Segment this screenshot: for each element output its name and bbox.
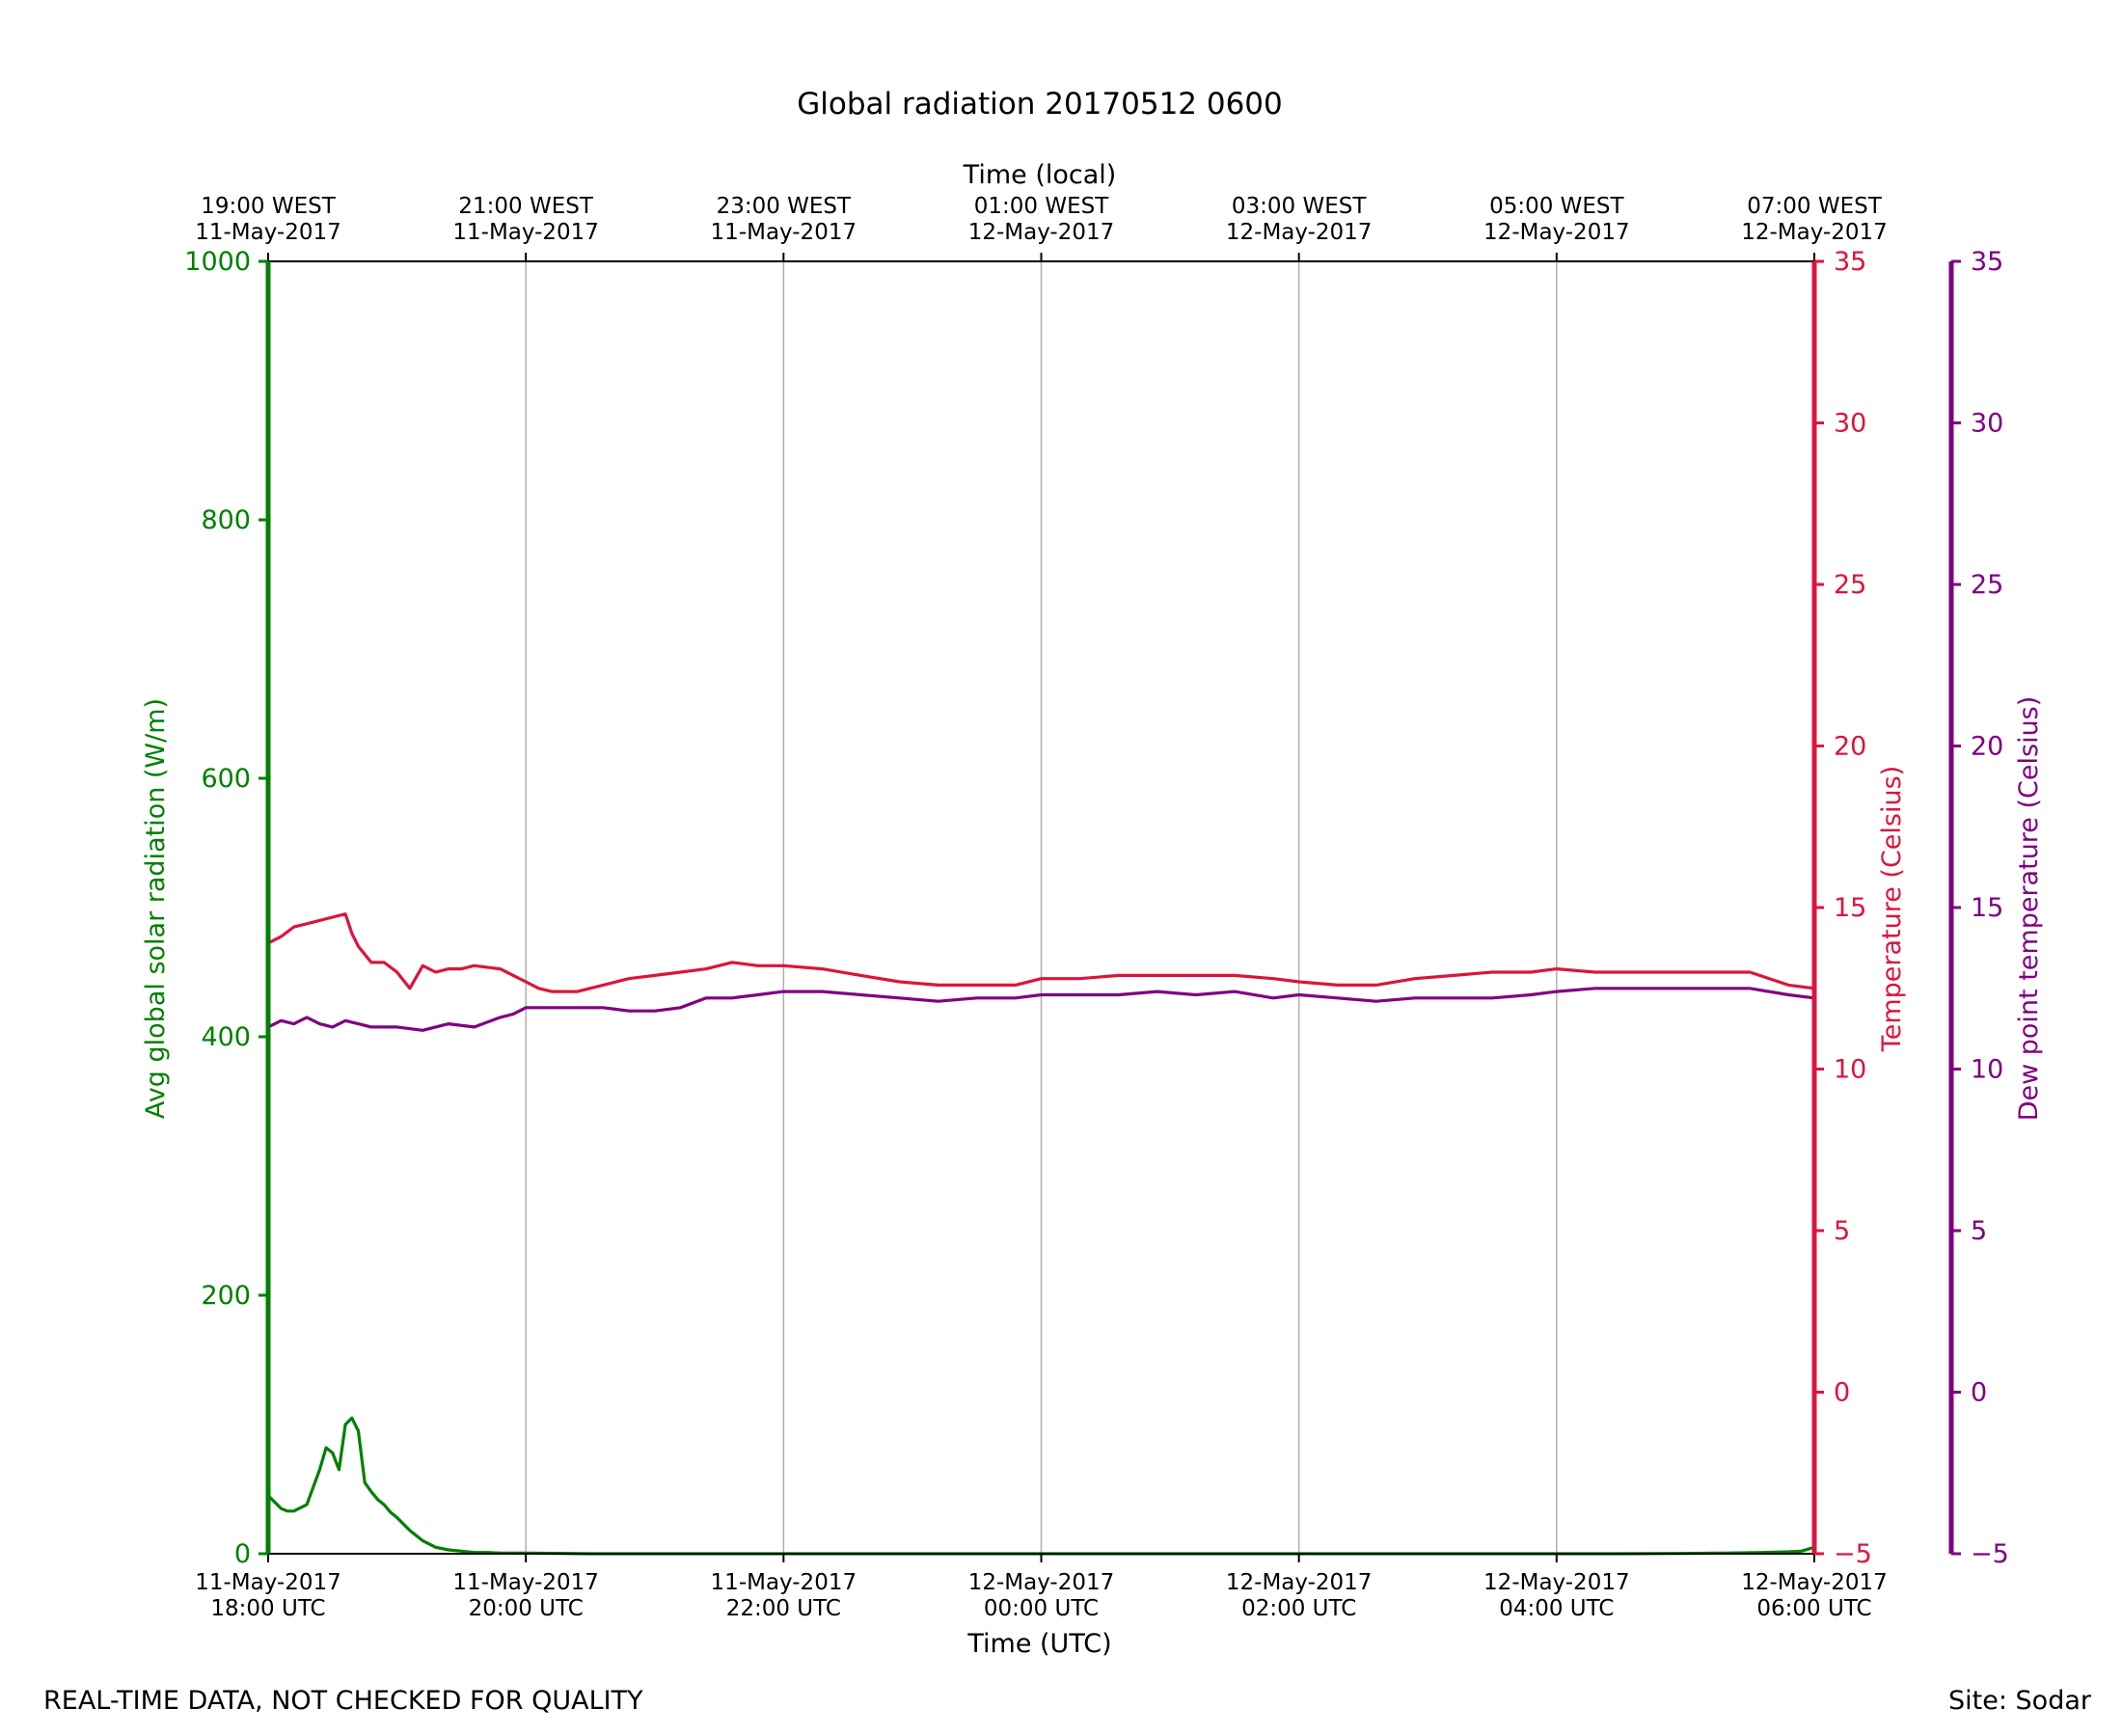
y3-tick-label-0: −5 [1971, 1539, 2009, 1569]
x2-tick-label-time-6: 07:00 WEST [1747, 194, 1882, 219]
y3-tick-label-4: 15 [1971, 893, 2003, 923]
x2-tick-label-date-5: 12-May-2017 [1483, 220, 1630, 245]
x2-tick-label-time-0: 19:00 WEST [201, 194, 336, 219]
x-tick-label-time-5: 04:00 UTC [1499, 1596, 1614, 1621]
grid-lines [525, 261, 1558, 1554]
x-tick-label-time-4: 02:00 UTC [1241, 1596, 1356, 1621]
x2-tick-label-date-0: 11-May-2017 [195, 220, 341, 245]
x2-tick-label-date-1: 11-May-2017 [452, 220, 599, 245]
y3-axis-title: Dew point temperature (Celsius) [2014, 696, 2044, 1122]
y2-tick-label-4: 15 [1834, 893, 1866, 923]
x-tick-label-date-6: 12-May-2017 [1741, 1570, 1888, 1595]
x2-tick-label-time-2: 23:00 WEST [717, 194, 852, 219]
y3-tick-label-6: 25 [1971, 570, 2003, 600]
x-tick-label-date-3: 12-May-2017 [968, 1570, 1115, 1595]
y2-tick-label-8: 35 [1834, 247, 1866, 277]
quality-disclaimer: REAL-TIME DATA, NOT CHECKED FOR QUALITY [43, 1686, 643, 1716]
x2-tick-label-time-5: 05:00 WEST [1489, 194, 1624, 219]
y3-tick-label-3: 10 [1971, 1055, 2003, 1085]
x2-tick-label-date-4: 12-May-2017 [1226, 220, 1373, 245]
y2-tick-label-5: 20 [1834, 732, 1866, 762]
y3-tick-label-8: 35 [1971, 247, 2003, 277]
y-tick-label-4: 800 [201, 505, 251, 535]
x2-tick-label-time-3: 01:00 WEST [974, 194, 1109, 219]
y2-tick-label-7: 30 [1834, 409, 1866, 439]
x-axis-title: Time (UTC) [966, 1629, 1111, 1659]
x2-tick-label-date-3: 12-May-2017 [968, 220, 1115, 245]
site-label: Site: Sodar [1948, 1686, 2092, 1716]
tick-marks [258, 253, 1961, 1562]
y2-axis-title: Temperature (Celsius) [1877, 766, 1907, 1052]
y2-tick-label-1: 0 [1834, 1378, 1850, 1408]
x-tick-label-time-3: 00:00 UTC [984, 1596, 1099, 1621]
x2-tick-label-date-6: 12-May-2017 [1741, 220, 1888, 245]
y-tick-label-5: 1000 [184, 247, 251, 277]
x-tick-label-time-2: 22:00 UTC [726, 1596, 841, 1621]
x-tick-label-date-1: 11-May-2017 [452, 1570, 599, 1595]
y2-tick-label-6: 25 [1834, 570, 1866, 600]
x2-tick-label-time-1: 21:00 WEST [458, 194, 593, 219]
x2-tick-label-date-2: 11-May-2017 [711, 220, 857, 245]
chart-title: Global radiation 20170512 0600 [797, 87, 1283, 122]
y-axis-title: Avg global solar radiation (W/m) [141, 698, 171, 1119]
y-tick-label-3: 600 [201, 764, 251, 794]
x-tick-label-time-0: 18:00 UTC [210, 1596, 325, 1621]
axes [265, 260, 1954, 1555]
y3-tick-label-5: 20 [1971, 732, 2003, 762]
x-tick-label-time-6: 06:00 UTC [1756, 1596, 1871, 1621]
x2-axis-title: Time (local) [963, 160, 1117, 190]
x-tick-label-date-5: 12-May-2017 [1483, 1570, 1630, 1595]
y3-tick-label-7: 30 [1971, 409, 2003, 439]
x-tick-label-date-4: 12-May-2017 [1226, 1570, 1373, 1595]
y-tick-label-1: 200 [201, 1281, 251, 1311]
temperature-line [267, 912, 1815, 993]
y3-tick-label-2: 5 [1971, 1216, 1987, 1246]
x-tick-label-date-2: 11-May-2017 [711, 1570, 857, 1595]
y2-tick-label-2: 5 [1834, 1216, 1850, 1246]
y2-tick-label-3: 10 [1834, 1055, 1866, 1085]
y2-tick-label-0: −5 [1834, 1539, 1872, 1569]
x-tick-label-date-0: 11-May-2017 [195, 1570, 341, 1595]
y3-tick-label-1: 0 [1971, 1378, 1987, 1408]
y-tick-label-2: 400 [201, 1022, 251, 1052]
y-tick-label-0: 0 [234, 1539, 251, 1569]
x-tick-label-time-1: 20:00 UTC [469, 1596, 584, 1621]
x2-tick-label-time-4: 03:00 WEST [1232, 194, 1367, 219]
dewpoint-line [267, 987, 1815, 1032]
